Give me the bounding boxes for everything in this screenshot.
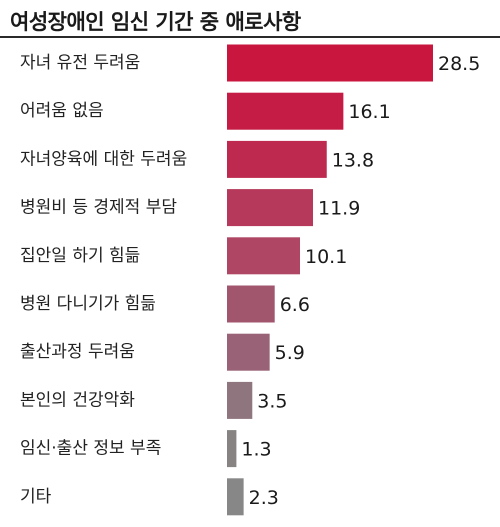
value-label: 13.8: [332, 149, 374, 171]
category-label: 기타: [20, 487, 52, 507]
bar: [227, 140, 327, 178]
value-label: 6.6: [280, 294, 310, 316]
bar: [227, 44, 433, 82]
category-label: 임신·출산 정보 부족: [20, 439, 161, 459]
value-label: 16.1: [348, 101, 390, 123]
bar: [227, 381, 253, 419]
bar: [227, 237, 301, 275]
category-label: 어려움 없음: [20, 101, 104, 121]
chart-title: 여성장애인 임신 기간 중 애로사항: [10, 10, 301, 34]
bar: [227, 189, 314, 227]
category-label: 집안일 하기 힘듦: [20, 246, 140, 266]
category-label: 출산과정 두려움: [20, 342, 135, 362]
title-divider: [0, 36, 500, 38]
value-label: 3.5: [257, 390, 287, 412]
bar: [227, 333, 270, 371]
value-label: 11.9: [318, 198, 360, 220]
value-label: 28.5: [438, 53, 480, 75]
value-label: 10.1: [305, 246, 347, 268]
value-label: 2.3: [249, 487, 279, 509]
category-label: 자녀양육에 대한 두려움: [20, 149, 187, 169]
bar: [227, 92, 344, 130]
bar: [227, 478, 244, 516]
category-label: 본인의 건강악화: [20, 390, 135, 410]
bar: [227, 285, 275, 323]
value-label: 5.9: [275, 342, 305, 364]
category-label: 병원비 등 경제적 부담: [20, 198, 177, 218]
bar: [227, 430, 237, 468]
category-label: 자녀 유전 두려움: [20, 53, 140, 73]
category-label: 병원 다니기가 힘듦: [20, 294, 156, 314]
value-label: 1.3: [241, 439, 271, 461]
